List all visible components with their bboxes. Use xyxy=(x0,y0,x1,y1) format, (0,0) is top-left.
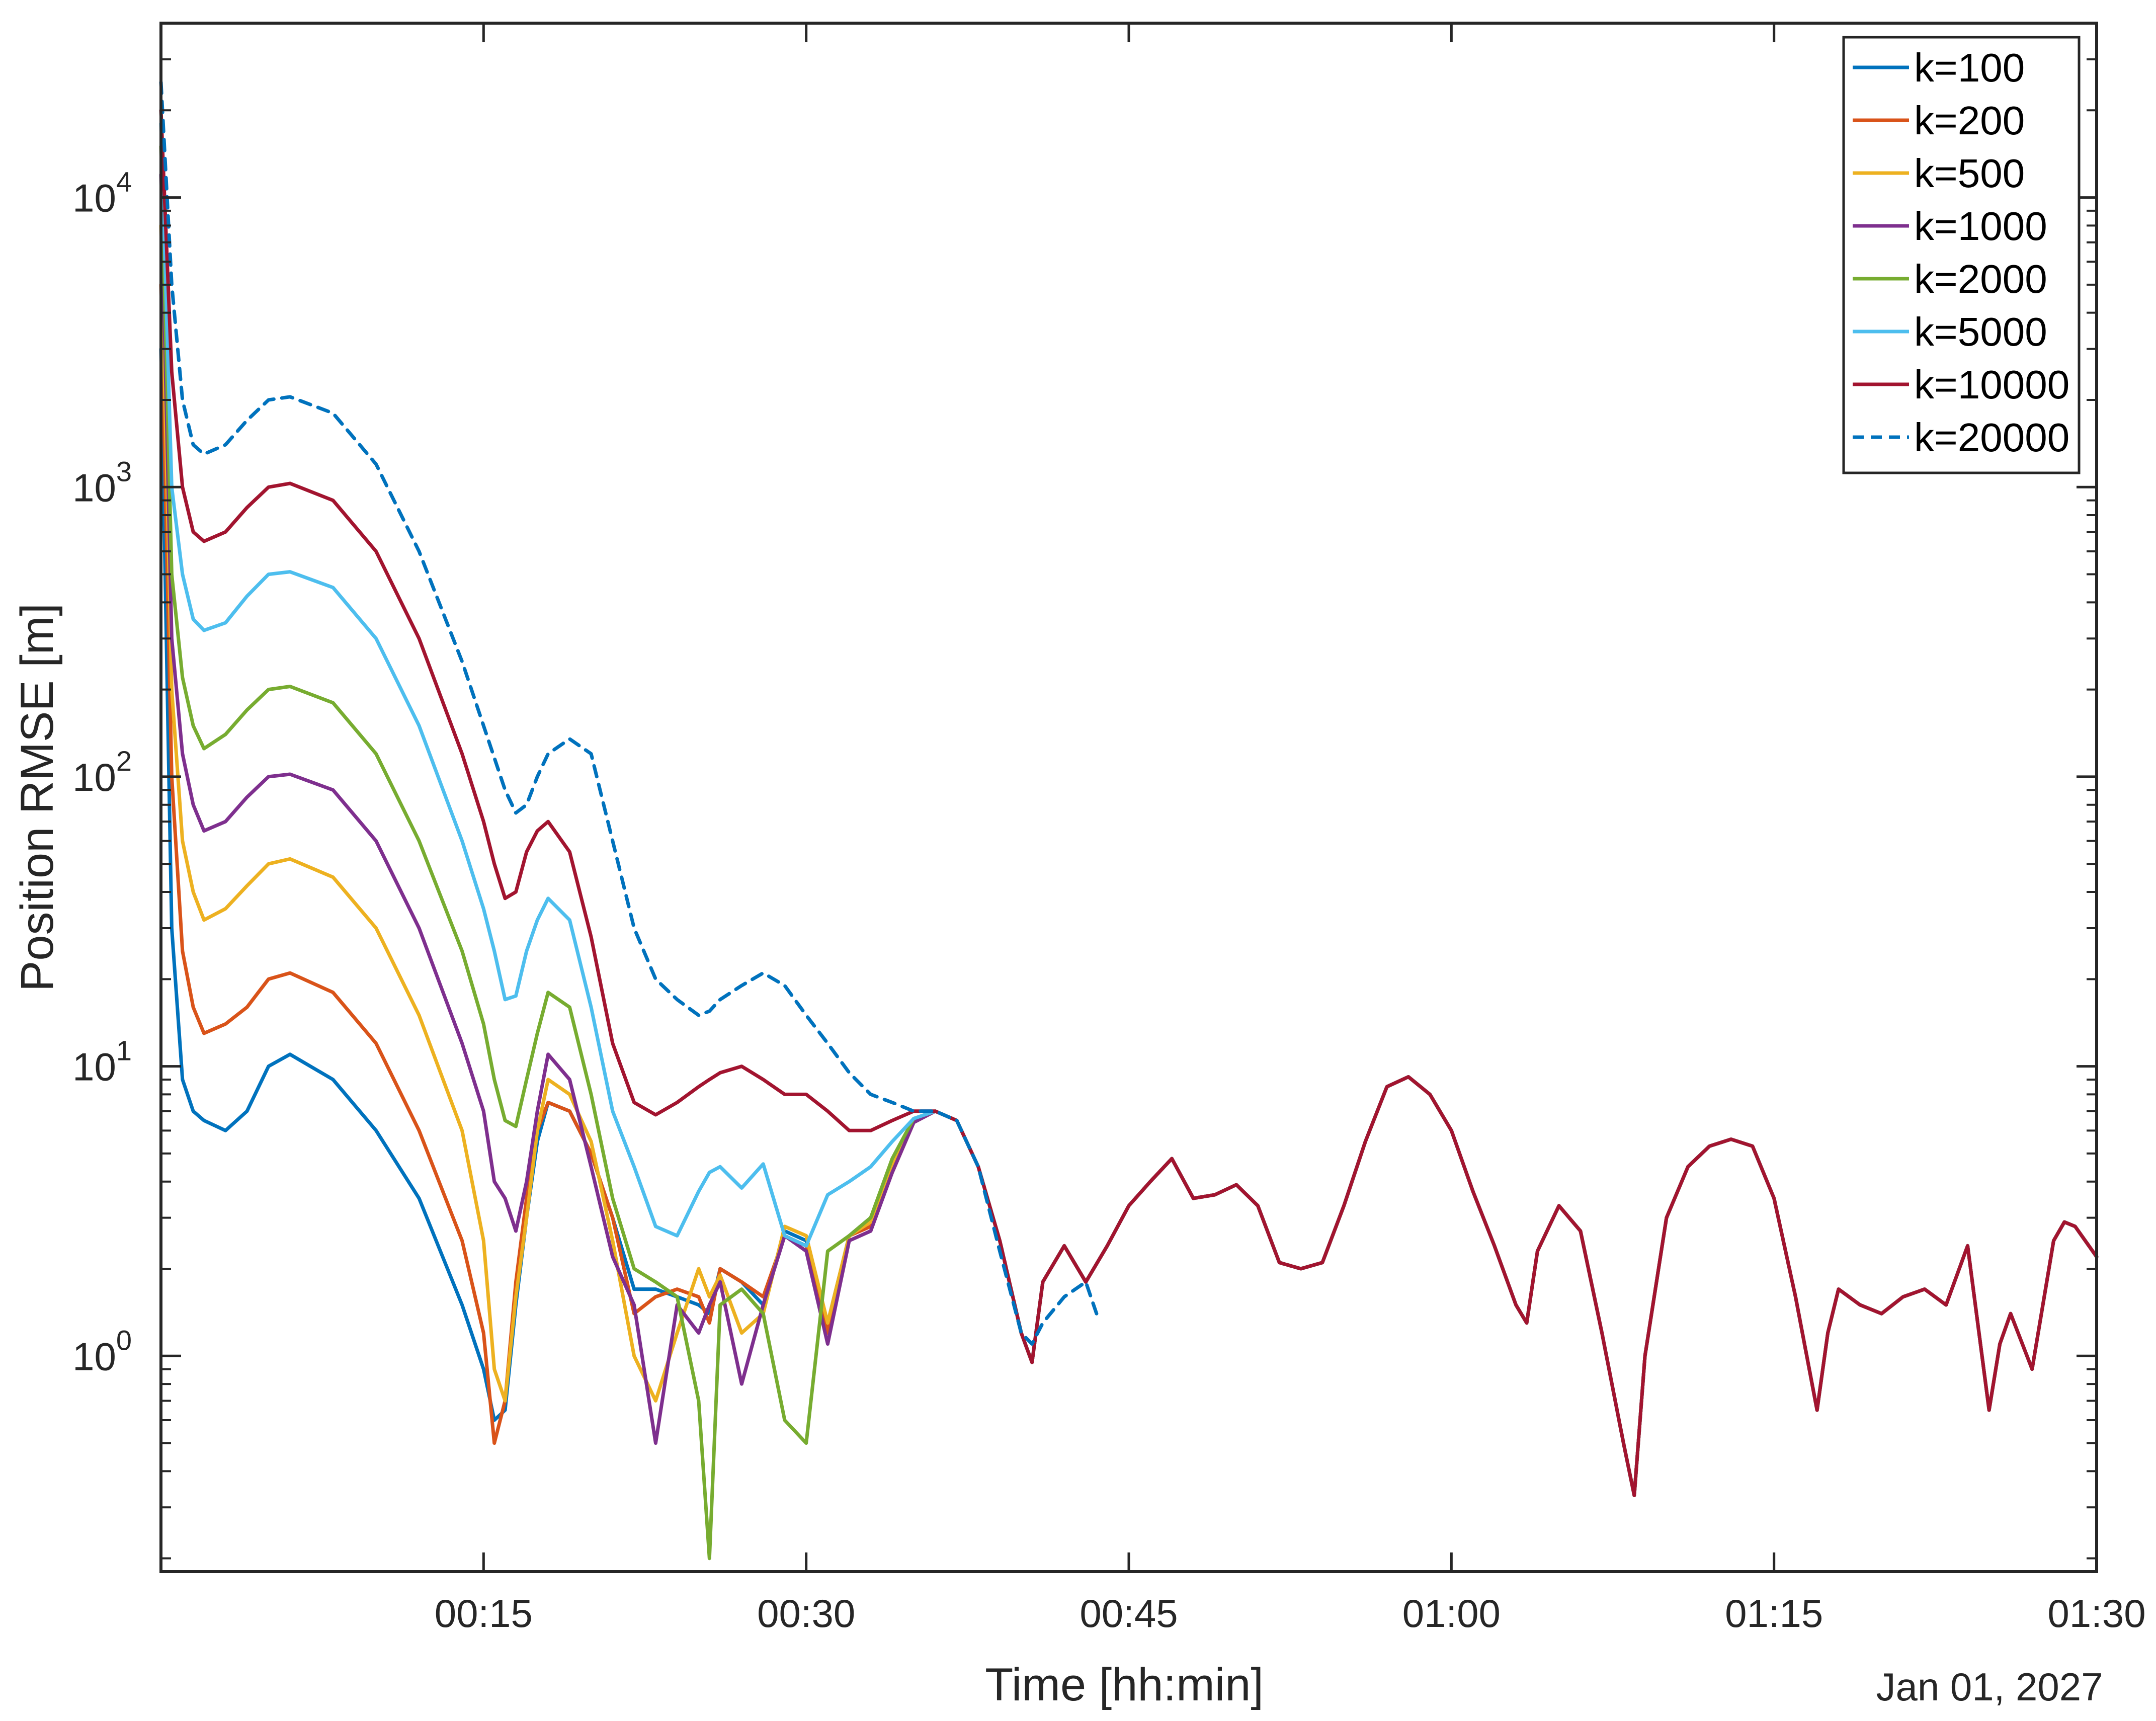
x-tick-label: 00:30 xyxy=(757,1591,855,1635)
legend-entry: k=1000 xyxy=(1914,204,2047,249)
legend-entry: k=2000 xyxy=(1914,257,2047,301)
x-tick-label: 01:30 xyxy=(2047,1591,2145,1635)
legend-entry: k=200 xyxy=(1914,98,2025,143)
x-tick-label: 01:00 xyxy=(1402,1591,1501,1635)
y-tick-label: 104 xyxy=(72,166,132,220)
legend-entry: k=100 xyxy=(1914,45,2025,90)
y-tick-label: 102 xyxy=(72,745,132,799)
legend-entry: k=5000 xyxy=(1914,309,2047,354)
date-label: Jan 01, 2027 xyxy=(1876,1665,2103,1709)
y-axis-ticks: 100 101 102 103 104 xyxy=(72,22,2097,1560)
legend: k=100 k=200 k=500 k=1000 k=2000 k=5000 k=10000… xyxy=(1842,36,2081,474)
series-line-k-20000 xyxy=(159,80,1099,1346)
series-line-k-10000 xyxy=(159,108,2099,1497)
legend-box xyxy=(1842,36,2081,474)
x-axis-ticks: 00:15 00:30 00:45 01:00 01:15 01:30 xyxy=(435,23,2146,1635)
legend-entry: k=20000 xyxy=(1914,415,2069,460)
legend-entry: k=500 xyxy=(1914,151,2025,196)
legend-entry: k=10000 xyxy=(1914,362,2069,407)
y-tick-label: 101 xyxy=(72,1035,132,1089)
plot-lines xyxy=(159,80,2099,1561)
x-tick-label: 00:15 xyxy=(435,1591,533,1635)
x-tick-label: 00:45 xyxy=(1080,1591,1178,1635)
y-axis-label: Position RMSE [m] xyxy=(12,603,63,992)
x-axis-label: Time [hh:min] xyxy=(985,1659,1264,1710)
x-tick-label: 01:15 xyxy=(1725,1591,1823,1635)
y-tick-label: 103 xyxy=(72,455,132,510)
y-tick-label: 100 xyxy=(72,1324,132,1378)
